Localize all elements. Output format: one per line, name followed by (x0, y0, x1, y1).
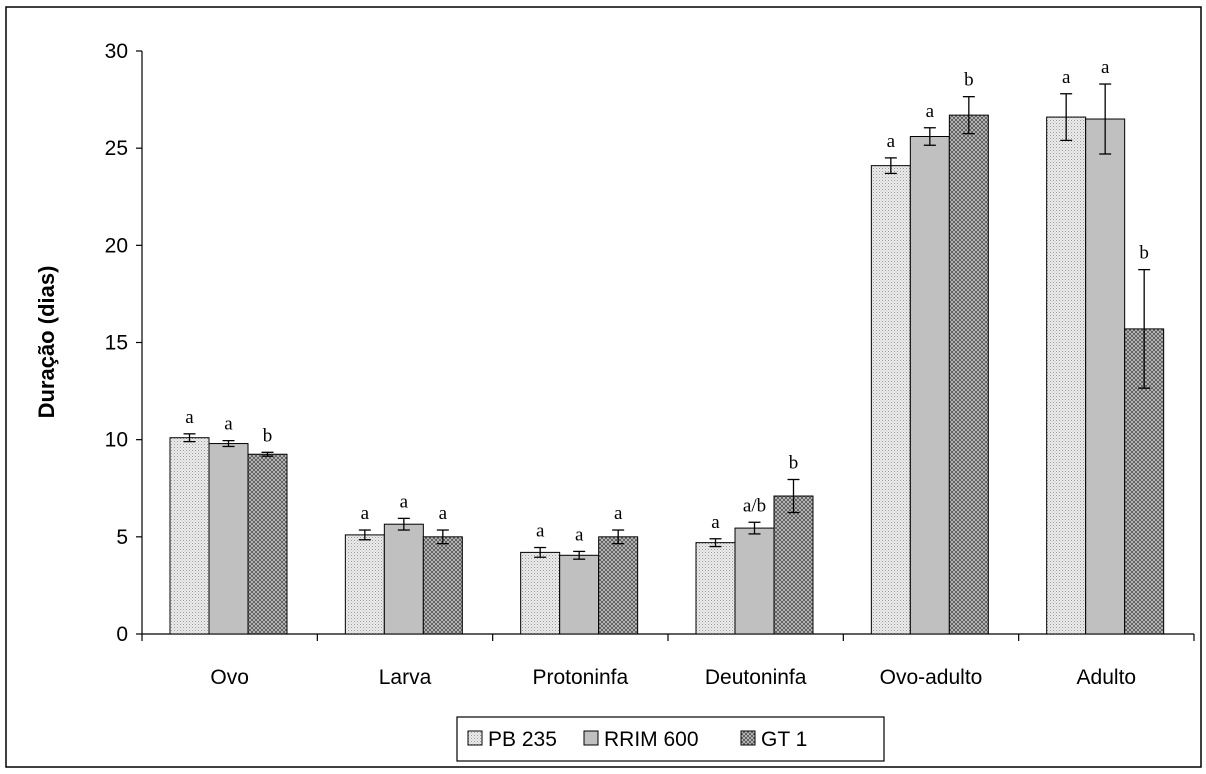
legend-label: GT 1 (761, 728, 807, 751)
category-label: Protoninfa (532, 666, 628, 689)
bar (559, 554, 600, 635)
significance-label: a (224, 414, 233, 435)
significance-label: a (1101, 57, 1110, 78)
chart-border (5, 6, 1202, 768)
significance-label: b (789, 453, 799, 474)
bar (1046, 116, 1087, 635)
significance-label: b (1139, 243, 1149, 264)
significance-label: a (185, 407, 194, 428)
legend-box (456, 716, 885, 762)
significance-label: a (887, 131, 896, 152)
significance-label: a (361, 503, 370, 524)
bar (909, 136, 950, 635)
legend-swatch (740, 730, 756, 746)
category-label: Deutoninfa (705, 666, 807, 689)
bar (169, 437, 210, 635)
bar (870, 165, 911, 635)
category-label: Ovo (210, 666, 249, 689)
bar (383, 523, 424, 635)
significance-label: b (964, 70, 974, 91)
y-tick-label: 30 (105, 40, 128, 63)
significance-label: a/b (743, 495, 766, 516)
significance-label: a (536, 521, 545, 542)
category-label: Larva (379, 666, 432, 689)
y-tick-label: 15 (105, 332, 128, 355)
legend-swatch (583, 730, 599, 746)
y-tick-label: 0 (116, 623, 128, 646)
significance-label: a (575, 524, 584, 545)
bar (598, 536, 639, 635)
significance-label: a (614, 503, 623, 524)
bar (247, 453, 288, 635)
legend-label: PB 235 (488, 728, 557, 751)
legend-swatch (467, 730, 483, 746)
y-tick-label: 5 (116, 526, 128, 549)
significance-label: a (1062, 67, 1071, 88)
significance-label: a (926, 101, 935, 122)
bar (422, 536, 463, 635)
category-label: Ovo-adulto (880, 666, 983, 689)
significance-label: a (711, 512, 720, 533)
legend: PB 235 RRIM 600 GT 1 (456, 716, 885, 762)
y-tick-label: 20 (105, 234, 128, 257)
bar (695, 542, 736, 635)
bar (734, 527, 775, 635)
bar (208, 443, 249, 635)
y-tick-label: 10 (105, 429, 128, 452)
bar (948, 114, 989, 635)
legend-label: RRIM 600 (604, 728, 699, 751)
y-axis-title: Duração (dias) (34, 266, 59, 419)
bar (1085, 118, 1126, 635)
significance-label: b (263, 425, 273, 446)
category-label: Adulto (1077, 666, 1137, 689)
bar (344, 534, 385, 635)
bar (773, 495, 814, 635)
significance-label: a (400, 491, 409, 512)
y-tick-label: 25 (105, 137, 128, 160)
significance-label: a (439, 503, 448, 524)
bar (520, 551, 561, 635)
plot-area: 0 5 10 15 20 25 30 Ovo Larva Protoninfa Deutoninfa… (105, 40, 1195, 689)
